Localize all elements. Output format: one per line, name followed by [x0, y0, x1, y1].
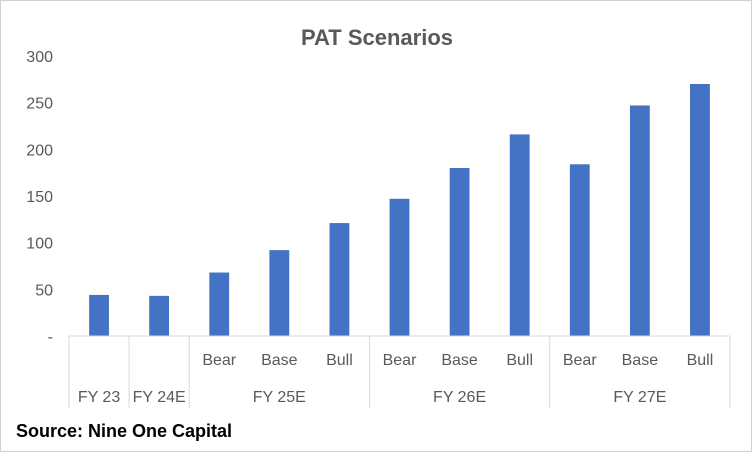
y-tick-label: 150: [26, 189, 53, 206]
chart-title: PAT Scenarios: [301, 25, 453, 50]
category-label: FY 27E: [613, 389, 666, 406]
y-tick-label: 300: [26, 49, 53, 66]
sub-category-label: Base: [622, 352, 659, 369]
y-tick-label: 250: [26, 96, 53, 113]
bar: [329, 223, 350, 336]
y-tick-label: 200: [26, 142, 53, 159]
bars: [89, 84, 710, 336]
x-axis: FY 23 FY 24E Bear Base Bull FY 25E Bear Base Bul…: [68, 335, 731, 408]
sub-category-label: Base: [441, 352, 478, 369]
bar: [629, 105, 650, 336]
bar: [389, 198, 410, 336]
bar: [569, 164, 590, 336]
source-note: Source: Nine One Capital: [16, 421, 233, 441]
y-tick-label: 50: [35, 282, 53, 299]
y-tick-label: 100: [26, 236, 53, 253]
sub-category-label: Bull: [687, 352, 714, 369]
category-label: FY 24E: [133, 389, 186, 406]
bar: [449, 168, 470, 336]
bar: [269, 250, 290, 336]
sub-category-label: Bear: [563, 352, 597, 369]
sub-category-label: Bear: [383, 352, 417, 369]
category-label: FY 26E: [433, 389, 486, 406]
y-tick-label: -: [48, 329, 53, 346]
bar: [509, 134, 530, 336]
bar: [690, 84, 710, 336]
sub-category-label: Bull: [506, 352, 533, 369]
sub-category-label: Bear: [202, 352, 236, 369]
bar: [209, 272, 230, 336]
sub-category-label: Base: [261, 352, 298, 369]
bar: [89, 294, 109, 336]
bar: [149, 295, 170, 336]
category-label: FY 25E: [253, 389, 306, 406]
y-axis: - 50 100 150 200 250 300: [26, 49, 53, 346]
category-label: FY 23: [78, 389, 121, 406]
sub-category-label: Bull: [326, 352, 353, 369]
